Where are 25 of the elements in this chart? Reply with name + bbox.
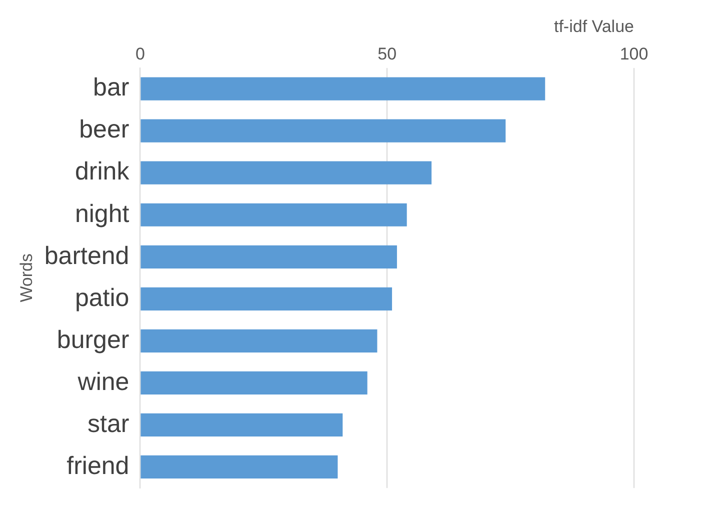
bar [140, 119, 506, 142]
y-tick-label: patio [74, 284, 130, 312]
y-tick-label: bartend [44, 242, 130, 270]
y-tick-label: drink [75, 158, 130, 186]
y-tick-label: night [74, 200, 130, 228]
bar [140, 77, 546, 100]
y-tick-label: friend [66, 452, 130, 480]
bar [140, 287, 392, 310]
bar [140, 413, 343, 437]
y-tick-label: star [88, 410, 130, 438]
bar [140, 329, 378, 352]
bar [140, 455, 338, 479]
x-tick-label: 50 [378, 44, 397, 64]
bar [140, 371, 368, 395]
x-tick-label: 100 [620, 44, 648, 64]
bar [140, 203, 407, 226]
x-tick-label: 0 [135, 44, 145, 64]
y-tick-label: wine [76, 368, 130, 396]
y-tick-label: beer [79, 116, 130, 144]
x-axis-title: tf-idf Value [554, 16, 634, 36]
bar [140, 245, 397, 268]
y-axis-title: Words [16, 253, 36, 302]
y-tick-label: burger [56, 326, 130, 354]
y-tick-label: bar [93, 74, 130, 102]
bar [140, 161, 432, 184]
